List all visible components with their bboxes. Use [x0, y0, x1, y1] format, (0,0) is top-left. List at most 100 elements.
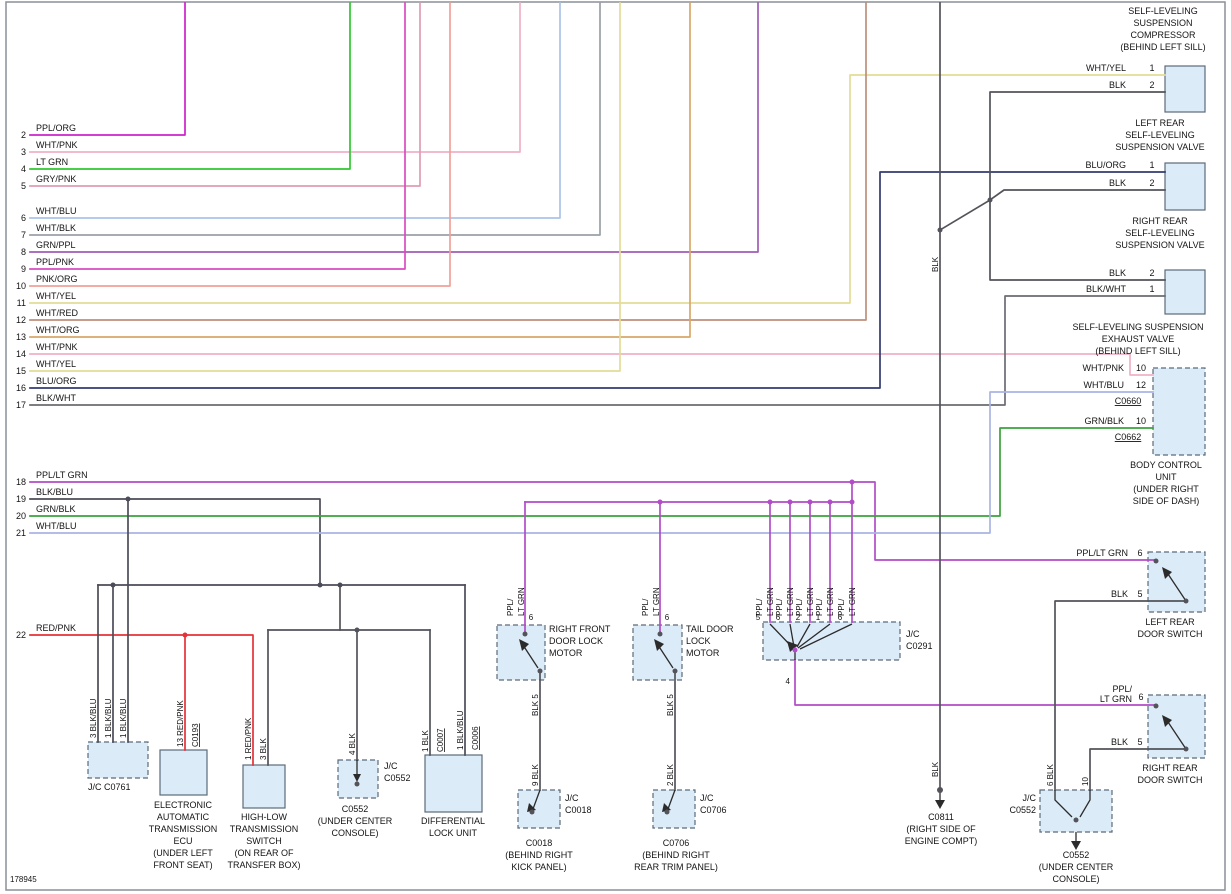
wire-grn-ppl-8 — [29, 2, 759, 253]
wire-ppl-lt-grn-18 — [29, 481, 1157, 561]
contact-dot — [1183, 598, 1189, 604]
wire-color-label: WHT/YEL — [36, 291, 76, 301]
c0811-labels: BLK BLK C0811 (RIGHT SIDE OF ENGINE COMP… — [905, 256, 978, 846]
wire-color-label: GRN/BLK — [1084, 416, 1124, 426]
wire-pnk-org-10 — [29, 2, 451, 287]
component-name: TRANSMISSION — [230, 824, 299, 834]
high-low-switch-labels: 1 RED/PNK 3 BLK HIGH-LOW TRANSMISSION SW… — [227, 717, 300, 870]
component-boxes — [87, 65, 1206, 833]
component-name: REAR TRIM PANEL) — [634, 862, 718, 872]
wire-color-label: 4 BLK — [348, 733, 357, 755]
wire-wht-org-13 — [29, 2, 691, 338]
wire-color-label: 1 BLK/BLU — [119, 698, 128, 738]
pin-number: 6 — [1138, 692, 1143, 702]
c0552-br-junction-arms — [1054, 790, 1091, 818]
component-name: (UNDER LEFT — [153, 848, 213, 858]
pin-number: 13 — [16, 332, 26, 342]
junction-dot — [787, 499, 793, 505]
pin-number: 2 — [21, 130, 26, 140]
wire-color-label: BLK — [931, 761, 940, 777]
c0706-junction-arm — [667, 789, 676, 810]
component-name: (BEHIND RIGHT — [642, 850, 710, 860]
wire-color-label: BLK — [1109, 268, 1126, 278]
pin-number: 1 — [1149, 63, 1154, 73]
rf-motor-arrowhead — [519, 639, 529, 651]
junction-dot — [125, 496, 131, 502]
wire-color-label: 1 BLK/BLU — [456, 710, 465, 750]
left-rear-door-switch-labels: PPL/LT GRN 6 BLK 5 LEFT REAR DOOR SWITCH — [1076, 548, 1202, 639]
connector-label: C0007 — [436, 728, 445, 752]
junction-dot — [849, 499, 855, 505]
component-name: TAIL DOOR — [686, 624, 734, 634]
compressor-label: SELF-LEVELING SUSPENSION COMPRESSOR (BEH… — [1120, 6, 1205, 52]
connector-label: C0662 — [1115, 432, 1142, 442]
wire-blk-left-rear-switch — [1054, 600, 1187, 791]
junction-label: J/C — [906, 629, 920, 639]
wire-color-label: WHT/RED — [36, 308, 78, 318]
wire-color-label: BLU/ORG — [1085, 160, 1126, 170]
junction-dot — [317, 582, 323, 588]
wire-color-label: 1 RED/PNK — [244, 717, 253, 760]
junction-dot — [849, 479, 855, 485]
component-name: TRANSFER BOX) — [227, 860, 300, 870]
box-jc-c0761 — [87, 741, 149, 779]
differential-lock-unit-labels: 1 BLK C0007 1 BLK/BLU C0006 DIFFERENTIAL… — [421, 710, 485, 838]
pin-number: 6 — [21, 213, 26, 223]
pin-number: 12 — [16, 315, 26, 325]
transmission-ecu-labels: 13 RED/PNK C0193 ELECTRONIC AUTOMATIC TR… — [149, 700, 218, 870]
wire-color-label: GRN/BLK — [36, 504, 76, 514]
pin-number: 6 — [776, 613, 781, 622]
wire-color-label: WHT/PNK — [36, 140, 78, 150]
wire-color-label: LT GRN — [766, 587, 775, 616]
pin-number: 8 — [21, 247, 26, 257]
jc-c0552-mid-labels: 4 BLK J/C C0552 C0552 (UNDER CENTER CONS… — [318, 733, 411, 838]
component-name: SUSPENSION VALVE — [1115, 240, 1204, 250]
box-left-rear-suspension-valve — [1164, 65, 1206, 113]
junction-label: C0291 — [906, 641, 933, 651]
contact-dot — [537, 668, 543, 674]
wire-color-label: BLK/WHT — [1086, 284, 1127, 294]
component-name: C0552 — [342, 804, 369, 814]
pin-number: 1 — [1149, 160, 1154, 170]
jc-c0291-labels: PPL/ LT GRN PPL/ LT GRN PPL/ LT GRN PPL/… — [755, 587, 933, 686]
junction-dot — [937, 227, 943, 233]
wire-color-label: 3 BLK — [259, 738, 268, 760]
wire-grn-blk-20 — [29, 427, 1154, 517]
junction-dot — [987, 197, 993, 203]
component-name: CONSOLE) — [1052, 874, 1099, 884]
wire-color-label: BLK — [1109, 80, 1126, 90]
wire-color-label: PPL/ — [755, 598, 764, 616]
wire-wht-yel-11 — [29, 74, 1166, 304]
pin-number: 4 — [21, 164, 26, 174]
wire-color-label: LT GRN — [652, 587, 661, 616]
wire-color-label: LT GRN — [36, 157, 68, 167]
junction-dot — [337, 582, 343, 588]
wire-color-label: 1 BLK/BLU — [104, 698, 113, 738]
junction-label: J/C — [384, 761, 398, 771]
component-name: C0811 — [928, 812, 954, 822]
pin-number: 5 — [756, 613, 761, 622]
diagram-border — [5, 1, 1226, 891]
junction-dot — [767, 499, 773, 505]
component-name: LOCK — [686, 636, 711, 646]
component-name: (UNDER CENTER — [318, 816, 393, 826]
component-name: AUTOMATIC — [157, 812, 210, 822]
component-name: LEFT REAR — [1135, 118, 1185, 128]
pin-number: 5 — [1137, 589, 1142, 599]
pin-number: 1 — [816, 613, 821, 622]
connector-label: C0660 — [1115, 396, 1142, 406]
wire-color-label: PPL/ — [837, 598, 846, 616]
box-transmission-ecu — [159, 749, 208, 796]
component-name: DOOR SWITCH — [1138, 775, 1203, 785]
wire-blk-valve-bus — [989, 91, 1166, 281]
left-rear-valve-labels: WHT/YEL 1 BLK 2 LEFT REAR SELF-LEVELING … — [1086, 63, 1205, 152]
wire-color-label: 2 BLK — [666, 764, 675, 786]
wire-ppl-pnk-9 — [29, 2, 406, 270]
contact-dot — [1153, 703, 1159, 709]
component-name: SUSPENSION — [1133, 18, 1192, 28]
component-name: TRANSMISSION — [149, 824, 218, 834]
wire-color-label: PPL/ — [775, 598, 784, 616]
component-name: SELF-LEVELING SUSPENSION — [1072, 322, 1203, 332]
wire-color-label: BLK 5 — [531, 694, 540, 716]
component-name: SIDE OF DASH) — [1133, 496, 1200, 506]
